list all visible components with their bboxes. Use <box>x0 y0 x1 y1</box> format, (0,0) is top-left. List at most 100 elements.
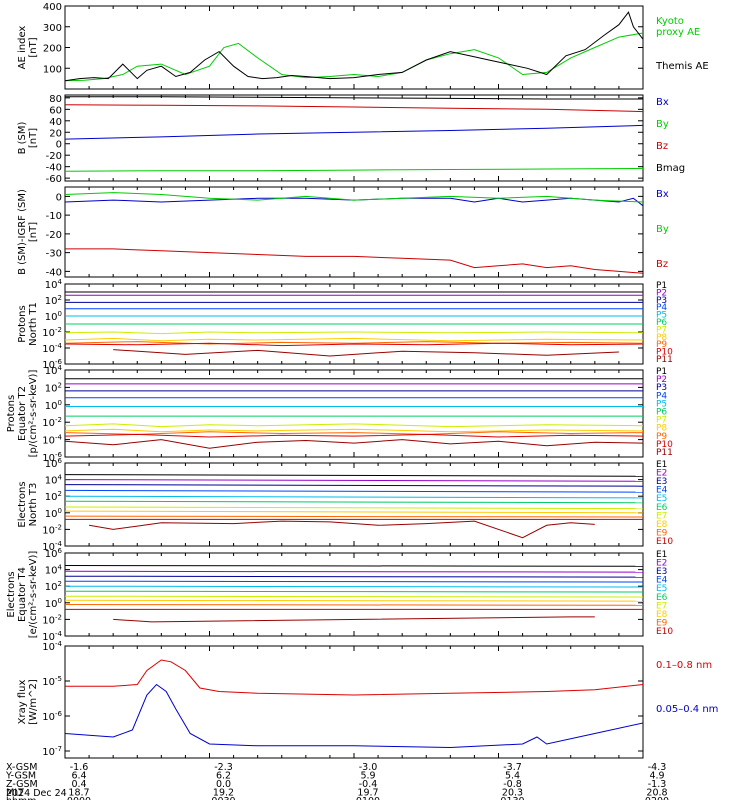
series-line-p9 <box>65 431 643 435</box>
panel-xray: 10-7 10-6 10-5 10-4 Xray flux[W/m^2] 0.1–0.8 … <box>17 640 718 759</box>
series-line-p11 <box>65 439 643 449</box>
legend-entry: P5 <box>656 399 667 409</box>
y-tick-label: 300 <box>43 23 62 34</box>
legend-entry: P4 <box>656 391 667 401</box>
y-axis-label: B (SM)[nT] <box>17 121 39 154</box>
series-line-bmag <box>65 96 643 100</box>
legend-entry: E3 <box>656 567 667 577</box>
series-group <box>65 565 643 623</box>
ephemeris-label: MLT <box>6 788 24 799</box>
series-group <box>65 378 643 449</box>
y-tick-label: 102 <box>45 490 62 503</box>
series-group <box>65 659 643 749</box>
y-tick-label: 400 <box>43 2 62 13</box>
legend-entry: P2 <box>656 288 667 298</box>
ephemeris-label: Z-GSM <box>6 779 38 790</box>
series-line-bx <box>65 124 643 140</box>
legend-entry: 0.05–0.4 nm <box>656 704 718 715</box>
ephemeris-value: -1.6 <box>70 762 89 773</box>
panel-p_eq: 10-6 10-4 10-2 100 102 104 ProtonsEquator T2[p… <box>6 364 673 464</box>
legend-entry: Bx <box>656 97 669 108</box>
ephemeris-value: 0100 <box>356 796 380 800</box>
y-axis-label: B (SM)-IGRF (SM)[nT] <box>17 189 39 275</box>
ephemeris-value: 5.9 <box>360 771 375 782</box>
series-line-bx <box>65 197 643 207</box>
legend-entry: Kyoto proxy AE <box>656 16 700 38</box>
panel-frame <box>64 369 644 458</box>
legend-entry: E7 <box>656 601 667 611</box>
y-tick-label: 102 <box>45 294 62 307</box>
series-line-unlabeled <box>89 520 595 539</box>
y-tick-label: 0 <box>56 192 62 203</box>
series-line-bz <box>65 248 643 274</box>
ephemeris-value: -3.0 <box>359 762 378 773</box>
legend-entry: E9 <box>656 618 668 628</box>
y-tick-label: 60 <box>49 105 62 116</box>
ephemeris-value: 0130 <box>500 796 524 800</box>
legend-entry: By <box>656 119 669 130</box>
legend-entry: P11 <box>656 355 673 365</box>
y-tick-label: 100 <box>45 507 62 520</box>
series-group <box>65 291 643 357</box>
series-line-kyoto-proxy-ae <box>65 32 643 82</box>
legend-entry: P8 <box>656 333 667 343</box>
ephemeris-value: 5.4 <box>505 771 520 782</box>
series-line-by <box>65 192 643 203</box>
y-tick-label: -40 <box>46 163 62 174</box>
ephemeris-value: 6.4 <box>71 771 86 782</box>
y-tick-label: -20 <box>46 230 62 241</box>
y-tick-label: 10-5 <box>42 675 62 688</box>
ephemeris-value: 6.2 <box>216 771 231 782</box>
y-tick-label: 80 <box>49 94 62 105</box>
series-line-e9 <box>65 604 643 606</box>
y-axis-label: ElectronsEquator T4[e/(cm²-s-sr-keV)] <box>6 551 39 639</box>
y-tick-label: 10-4 <box>42 540 62 553</box>
legend-entry: E2 <box>656 559 667 569</box>
y-tick-label: 102 <box>45 580 62 593</box>
y-axis-label: AE index[nT] <box>17 26 39 70</box>
ephemeris-value: 4.9 <box>649 771 664 782</box>
y-tick-label: 104 <box>45 278 63 291</box>
ephemeris-value: -3.7 <box>503 762 522 773</box>
legend-entry: E9 <box>656 528 668 538</box>
series-line-0-05-0-4-nm <box>65 683 643 749</box>
legend-entry: E10 <box>656 537 673 547</box>
ephemeris-value: 19.2 <box>213 788 234 799</box>
series-line-p8 <box>65 428 643 433</box>
series-line-e5 <box>65 495 643 499</box>
date-label: 2024 Dec 24 <box>6 788 67 799</box>
y-tick-label: 10-6 <box>42 358 62 371</box>
legend-entry: By <box>656 224 669 235</box>
legend-entry: P11 <box>656 448 673 458</box>
series-line-e4 <box>65 580 643 583</box>
ephemeris-label: hhmm <box>6 796 37 800</box>
y-tick-label: 10-2 <box>42 523 62 536</box>
y-tick-label: 104 <box>45 364 63 377</box>
legend-entry: P5 <box>656 311 667 321</box>
legend-entry: E5 <box>656 584 667 594</box>
y-axis-label: Xray flux[W/m^2] <box>17 679 39 725</box>
y-tick-label: 104 <box>45 564 63 577</box>
legend-entry: P6 <box>656 408 667 418</box>
ephemeris-value: 20.8 <box>646 788 667 799</box>
y-tick-label: -10 <box>46 211 62 222</box>
series-line-e7 <box>65 506 643 510</box>
ephemeris-value: -1.3 <box>648 779 667 790</box>
legend-entry: P3 <box>656 296 667 306</box>
series-line-e6 <box>65 500 643 504</box>
ephemeris-value: 19.7 <box>357 788 378 799</box>
y-tick-label: 10-4 <box>42 342 62 355</box>
ephemeris-value: 18.7 <box>68 788 89 799</box>
y-tick-label: 106 <box>45 457 63 470</box>
series-line-e8 <box>65 599 643 602</box>
series-line-e9 <box>65 515 643 518</box>
series-line-p11 <box>113 349 619 357</box>
ephemeris-label: X-GSM <box>6 762 37 773</box>
legend-entry: E8 <box>656 520 668 530</box>
y-tick-label: -40 <box>46 267 62 278</box>
